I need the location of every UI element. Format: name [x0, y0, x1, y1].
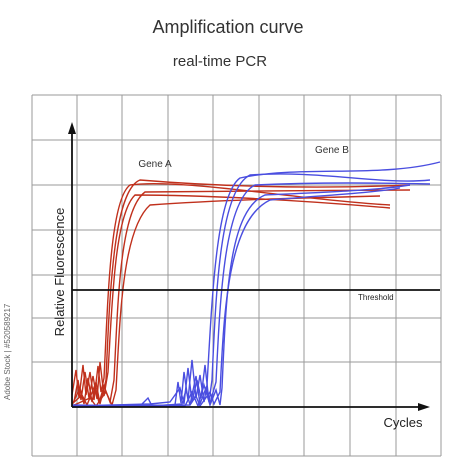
y-axis-label: Relative Fluorescence	[52, 208, 67, 337]
curve-label: Gene B	[315, 145, 349, 156]
watermark: Adobe Stock | #520589217	[3, 303, 12, 400]
y-axis-arrow	[68, 122, 76, 134]
grid	[31, 94, 442, 457]
threshold-label: Threshold	[358, 293, 394, 302]
title: Amplification curve	[152, 17, 303, 37]
x-axis-arrow	[418, 403, 430, 411]
x-axis-label: Cycles	[383, 415, 423, 430]
subtitle: real-time PCR	[173, 53, 267, 70]
curve-label: Gene A	[138, 159, 172, 170]
gene-b-curves	[71, 161, 441, 409]
